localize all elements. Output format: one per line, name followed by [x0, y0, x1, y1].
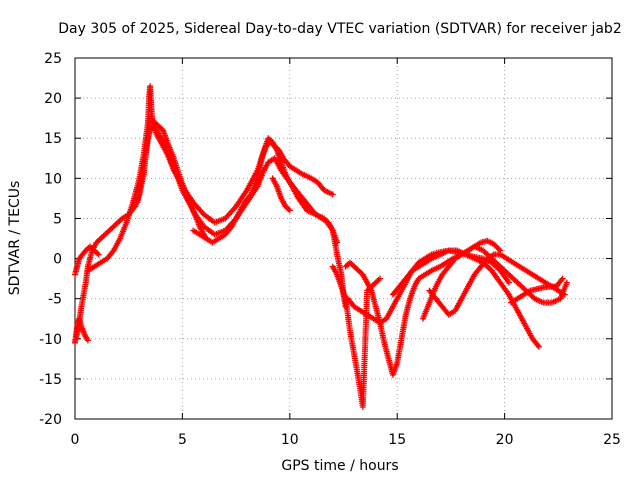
data-point — [559, 275, 566, 282]
series-arc-9 — [342, 243, 570, 378]
series-arc-14 — [508, 275, 566, 306]
x-tick-label: 5 — [178, 432, 187, 448]
series-arc-6 — [190, 139, 336, 246]
data-point — [377, 275, 384, 282]
series-arc-7 — [269, 175, 293, 214]
x-tick-label: 25 — [603, 432, 621, 448]
y-tick-label: 10 — [44, 171, 62, 187]
data-point — [227, 224, 234, 231]
data-point — [534, 342, 541, 349]
data-point — [535, 343, 542, 350]
data-point — [84, 337, 91, 344]
series-arc-4 — [84, 83, 349, 310]
data-point — [563, 279, 570, 286]
x-tick-label: 10 — [281, 432, 299, 448]
x-tick-label: 0 — [71, 432, 80, 448]
chart-title: Day 305 of 2025, Sidereal Day-to-day VTE… — [58, 21, 621, 37]
y-tick-label: -5 — [48, 292, 62, 308]
data-point — [247, 192, 254, 199]
y-tick-label: 25 — [44, 51, 62, 67]
y-tick-label: 5 — [53, 211, 62, 227]
plot-frame — [74, 57, 613, 420]
series-arc-8 — [329, 263, 384, 410]
data-point — [496, 246, 503, 253]
series-arc-13 — [426, 251, 568, 318]
y-axis-label: SDTVAR / TECUs — [7, 181, 23, 296]
series-arc-3 — [74, 123, 341, 338]
x-axis-label: GPS time / hours — [281, 458, 398, 474]
y-tick-label: 15 — [44, 131, 62, 147]
data-series — [72, 83, 570, 410]
series-arc-12 — [419, 237, 504, 322]
y-axis: -20 -15 -10 -5 0 5 10 15 20 25 — [39, 51, 612, 428]
y-tick-label: 0 — [53, 252, 62, 268]
data-point — [109, 248, 116, 255]
y-tick-label: -15 — [39, 372, 62, 388]
data-point — [95, 251, 102, 258]
data-point — [505, 279, 512, 286]
y-tick-label: -20 — [39, 412, 62, 428]
y-tick-label: 20 — [44, 91, 62, 107]
grid-layer — [75, 58, 612, 419]
series-arc-5 — [134, 115, 210, 242]
x-axis: 0 5 10 15 20 25 — [71, 58, 621, 448]
x-tick-label: 15 — [388, 432, 406, 448]
data-point — [286, 207, 293, 214]
data-point — [561, 291, 568, 298]
x-tick-label: 20 — [496, 432, 514, 448]
data-point — [558, 276, 565, 283]
data-point — [329, 191, 336, 198]
y-tick-label: -10 — [39, 332, 62, 348]
